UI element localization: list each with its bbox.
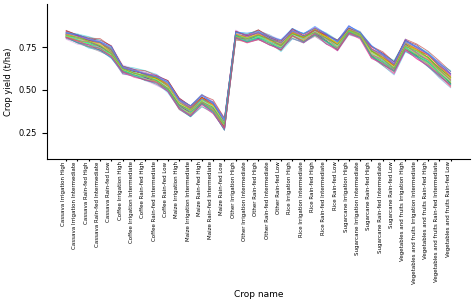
Y-axis label: Crop yield (t/ha): Crop yield (t/ha) <box>4 47 13 116</box>
X-axis label: Crop name: Crop name <box>234 290 283 299</box>
